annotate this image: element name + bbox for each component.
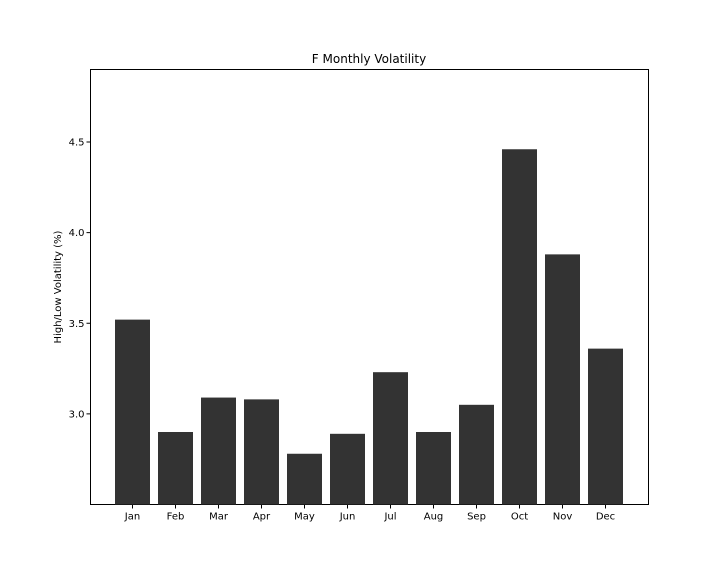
bar-oct bbox=[502, 149, 537, 505]
bar-sep bbox=[459, 404, 494, 505]
bar-mar bbox=[201, 397, 236, 505]
bar-aug bbox=[416, 432, 451, 505]
x-tick-label-apr: Apr bbox=[253, 512, 271, 523]
x-tick-label-feb: Feb bbox=[167, 512, 185, 523]
y-tick-label: 3.5 bbox=[69, 319, 85, 330]
x-tick-label-jan: Jan bbox=[124, 512, 140, 523]
bar-apr bbox=[244, 399, 279, 505]
plot-area bbox=[90, 69, 649, 505]
x-tick-label-jul: Jul bbox=[383, 512, 396, 523]
x-tick-label-oct: Oct bbox=[511, 512, 528, 523]
y-tick-label: 4.0 bbox=[69, 228, 85, 239]
chart-title: F Monthly Volatility bbox=[312, 52, 426, 66]
bar-jul bbox=[373, 372, 408, 505]
x-tick-label-sep: Sep bbox=[467, 512, 486, 523]
bar-group bbox=[115, 149, 623, 505]
x-tick-label-nov: Nov bbox=[553, 512, 573, 523]
x-axis: Jan Feb Mar Apr May Jun Jul Aug Sep Oct Nov Dec bbox=[124, 504, 615, 523]
x-tick-label-jun: Jun bbox=[339, 512, 356, 523]
x-tick-label-aug: Aug bbox=[424, 512, 444, 523]
bar-dec bbox=[588, 348, 623, 505]
y-tick-label: 3.0 bbox=[69, 409, 85, 420]
y-axis-label: High/Low Volatility (%) bbox=[53, 230, 64, 343]
bar-may bbox=[287, 453, 322, 505]
y-axis: 3.0 3.5 4.0 4.5 bbox=[69, 138, 91, 420]
bar-jan bbox=[115, 319, 150, 505]
x-tick-label-may: May bbox=[294, 512, 315, 523]
x-tick-label-mar: Mar bbox=[209, 512, 229, 523]
bar-jun bbox=[330, 433, 365, 505]
y-tick-label: 4.5 bbox=[69, 138, 85, 149]
bar-nov bbox=[545, 254, 580, 505]
x-tick-label-dec: Dec bbox=[596, 512, 615, 523]
bar-feb bbox=[158, 432, 193, 505]
